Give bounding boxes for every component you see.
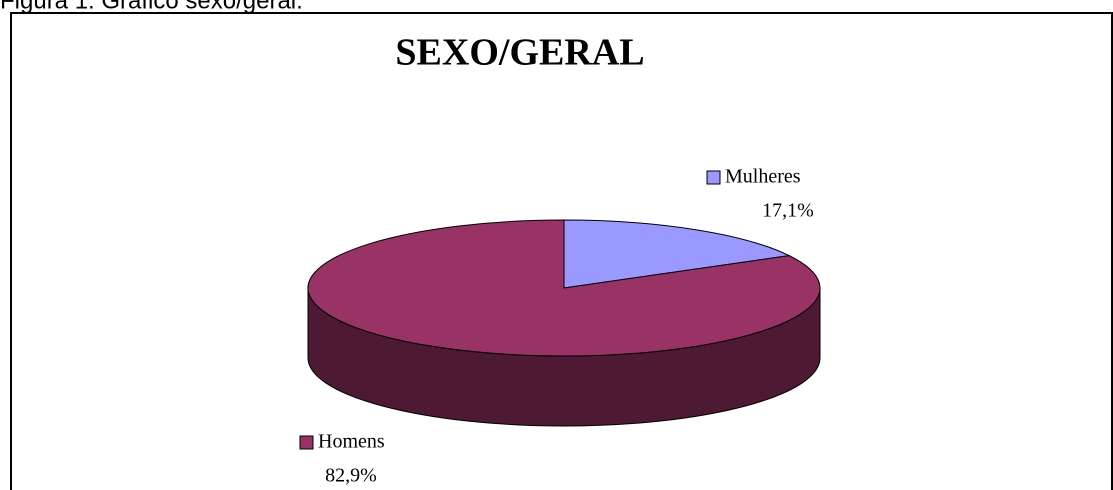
legend-swatch xyxy=(299,435,314,450)
chart-title: SEXO/GERAL xyxy=(395,32,644,74)
legend-swatch xyxy=(706,170,721,185)
pie-slice xyxy=(563,219,791,289)
category-label: Homens xyxy=(318,431,385,453)
value-label: 82,9% xyxy=(325,465,377,487)
category-label: Mulheres xyxy=(725,166,801,188)
pie-slice xyxy=(307,219,821,357)
chart-frame xyxy=(10,12,1113,490)
value-label: 17,1% xyxy=(762,200,814,222)
figure-caption: Figura 1: Gráfico sexo/geral. xyxy=(0,0,303,14)
